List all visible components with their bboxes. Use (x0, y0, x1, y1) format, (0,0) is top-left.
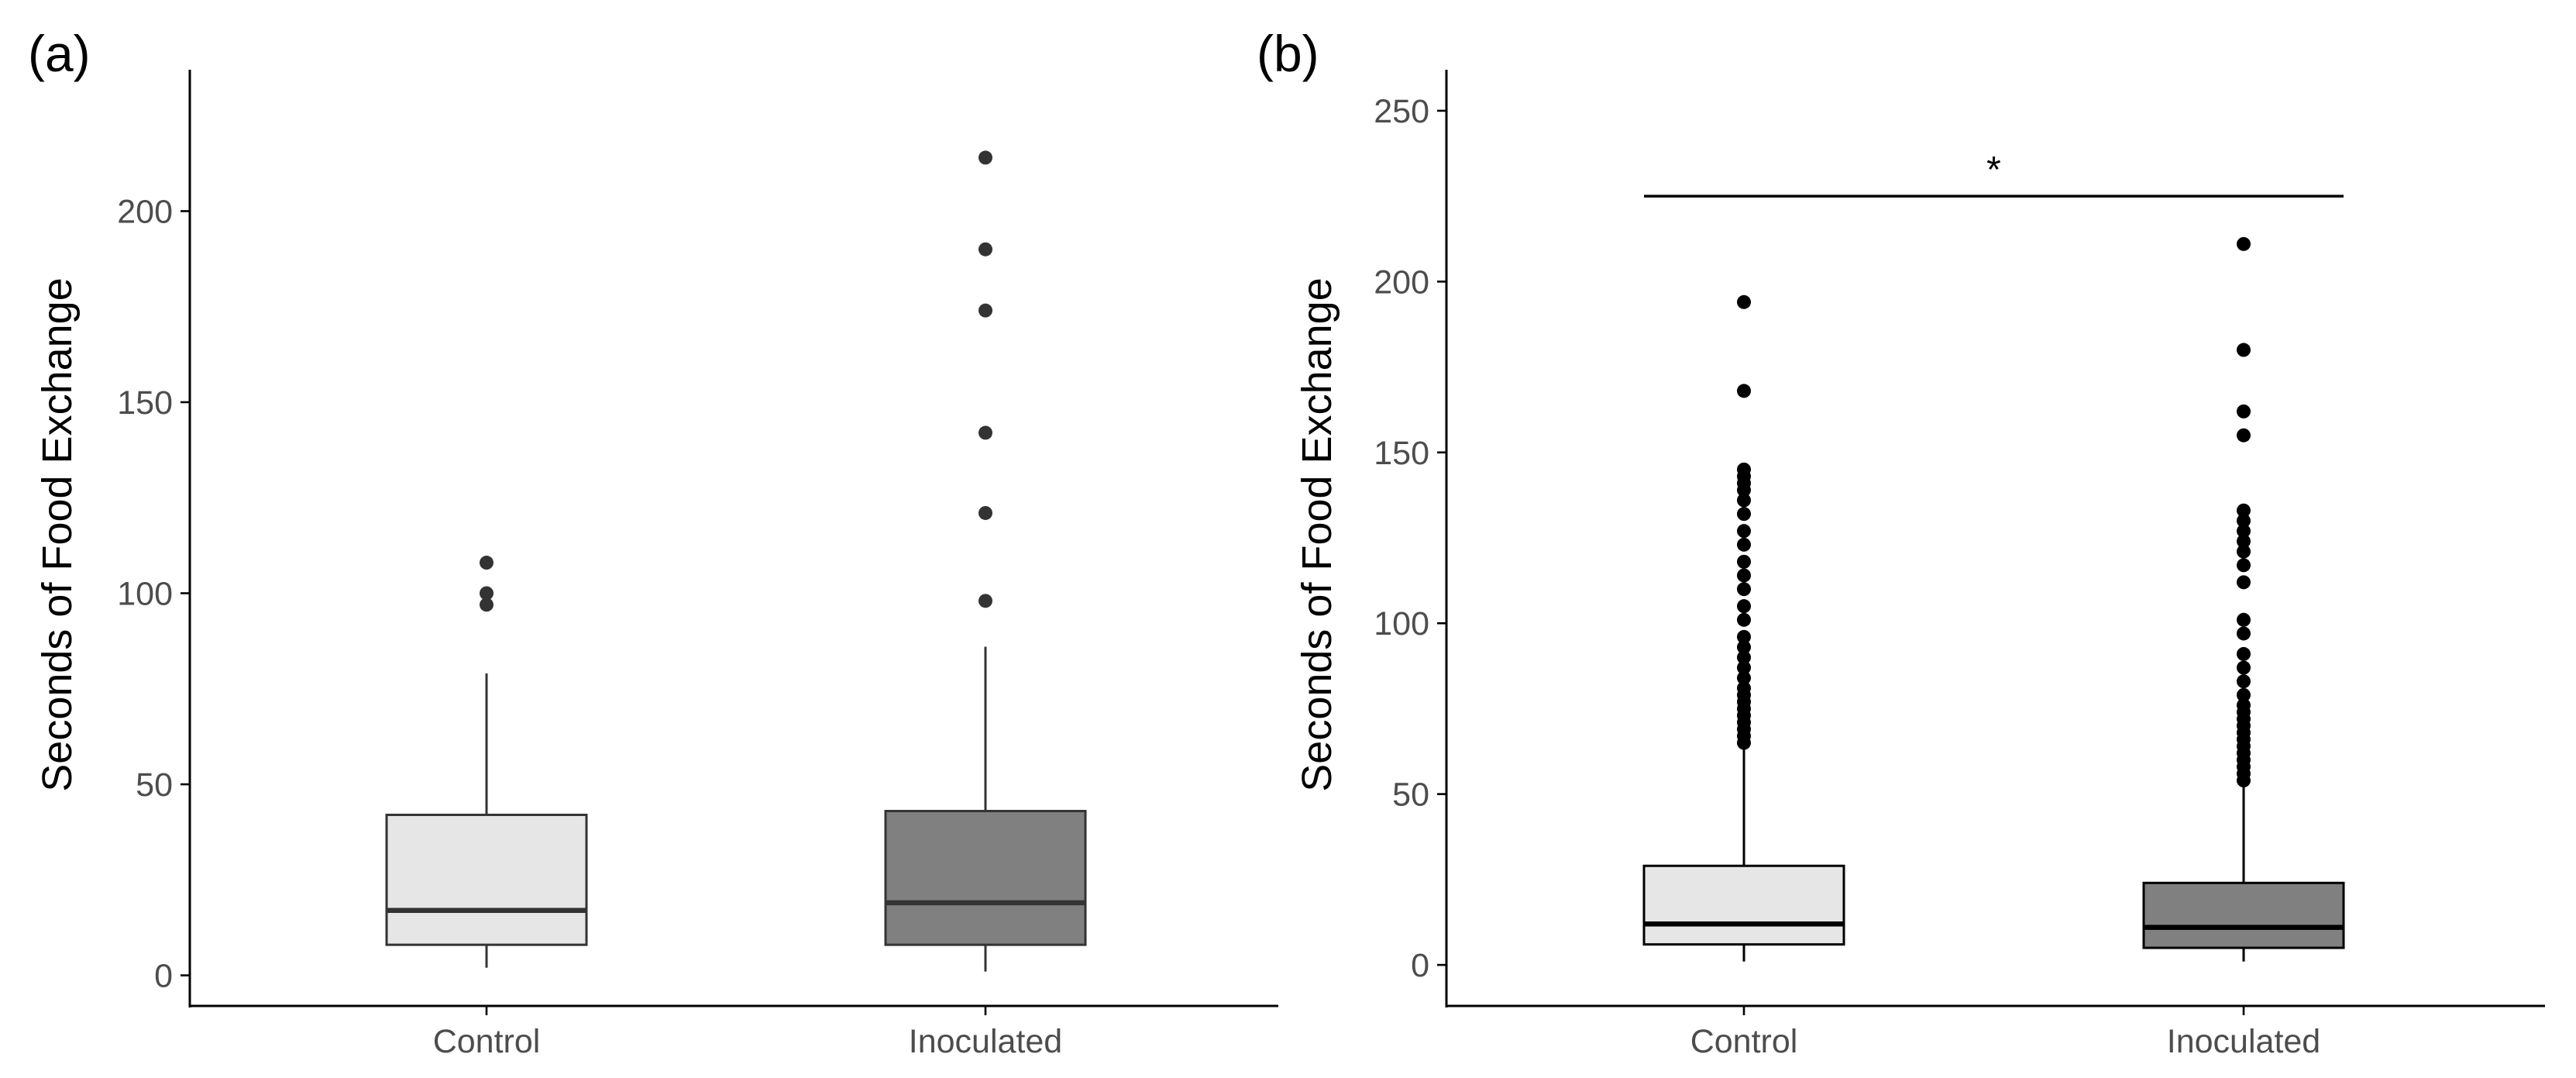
panel-b-outlier-point-control-8 (1737, 680, 1751, 695)
panel-b-outlier-point-inoculated-13 (2237, 674, 2251, 689)
panel-b-outlier-point-inoculated-12 (2237, 687, 2251, 702)
panel-b-outlier-point-control-27 (1737, 384, 1751, 398)
panel-b-outlier-point-inoculated-18 (2237, 575, 2251, 590)
panel-b-box-control (1642, 294, 1845, 962)
panel-b-y-tick-label-100: 100 (1374, 605, 1429, 642)
panel-b-outlier-point-inoculated-24 (2237, 503, 2251, 518)
panel-a-x-tick-label-inoculated: Inoculated (909, 1023, 1062, 1060)
panel-b-y-tick-label-0: 0 (1411, 947, 1429, 984)
panel-a-y-tick-label-150: 150 (117, 384, 173, 422)
panel-b-outlier-point-control-20 (1737, 524, 1751, 539)
panel-b-outlier-point-inoculated-14 (2237, 660, 2251, 675)
panel-b-iqr-box-inoculated (2142, 881, 2345, 949)
panel-b-x-ticks: Control Inoculated (1690, 1006, 2320, 1060)
panel-b-y-tick-label-250: 250 (1374, 93, 1429, 130)
panel-a-label: (a) (28, 25, 91, 82)
panel-a-outlier-point-control-1 (480, 586, 494, 601)
panel-b-outlier-point-inoculated-23 (2237, 513, 2251, 528)
panel-b-significance-marker: * (1986, 150, 2001, 191)
panel-b-y-tick-label-150: 150 (1374, 435, 1429, 472)
panel-b-outlier-point-control-19 (1737, 537, 1751, 552)
panel-b-outlier-point-control-9 (1737, 670, 1751, 685)
panel-b-outlier-point-control-17 (1737, 568, 1751, 583)
panel-b-y-ticks: 0 50 100 150 200 250 (1374, 93, 1446, 984)
panel-a-x-ticks: Control Inoculated (433, 1006, 1062, 1060)
panel-b-outlier-point-inoculated-17 (2237, 612, 2251, 627)
panel-b-outlier-point-inoculated-11 (2237, 698, 2251, 713)
panel-a-outlier-point-control-2 (480, 556, 494, 570)
panel-a-outlier-point-inoculated-0 (978, 594, 992, 608)
panel-a: (a) Seconds of Food Exchange 0 50 100 150 20… (28, 25, 1278, 1060)
panel-b-outlier-point-inoculated-26 (2237, 404, 2251, 418)
panel-a-outlier-point-inoculated-1 (978, 505, 992, 520)
panel-b-x-tick-label-inoculated: Inoculated (2167, 1023, 2320, 1060)
panel-a-y-tick-label-200: 200 (117, 193, 173, 230)
panel-b-x-tick-label-control: Control (1690, 1023, 1798, 1060)
panel-a-outlier-point-inoculated-2 (978, 425, 992, 440)
panel-b-outlier-point-control-22 (1737, 493, 1751, 508)
panel-b-outlier-point-inoculated-15 (2237, 646, 2251, 661)
panel-b-outlier-point-inoculated-28 (2237, 236, 2251, 251)
panel-b-outlier-point-control-14 (1737, 612, 1751, 627)
panel-b-outlier-point-inoculated-20 (2237, 544, 2251, 559)
panel-b-label: (b) (1257, 25, 1319, 82)
panel-a-iqr-box-inoculated (884, 810, 1087, 946)
panel-a-box-control (385, 556, 588, 968)
panel-b: (b) Seconds of Food Exchange 0 50 100 150 20… (1257, 25, 2545, 1060)
panel-b-y-tick-label-50: 50 (1392, 777, 1429, 814)
panel-a-outlier-point-inoculated-4 (978, 242, 992, 257)
panel-a-iqr-box-control (385, 813, 588, 946)
panel-b-outlier-point-inoculated-21 (2237, 534, 2251, 549)
panel-a-x-tick-label-control: Control (433, 1023, 541, 1060)
panel-b-outlier-point-inoculated-16 (2237, 626, 2251, 641)
panel-b-outlier-point-inoculated-25 (2237, 428, 2251, 443)
panel-a-outlier-point-inoculated-3 (978, 303, 992, 318)
panel-b-iqr-box-control (1642, 864, 1845, 946)
panel-b-y-tick-label-200: 200 (1374, 263, 1429, 301)
panel-a-y-tick-label-50: 50 (136, 766, 173, 804)
panel-b-outlier-point-control-28 (1737, 294, 1751, 309)
panel-b-outlier-point-control-10 (1737, 660, 1751, 675)
panel-b-outlier-point-control-16 (1737, 582, 1751, 597)
panel-b-outlier-point-inoculated-19 (2237, 558, 2251, 573)
panel-a-outlier-point-inoculated-5 (978, 150, 992, 165)
panel-a-y-tick-label-100: 100 (117, 575, 173, 612)
panel-b-outlier-point-inoculated-27 (2237, 343, 2251, 357)
panel-b-outlier-point-control-18 (1737, 554, 1751, 569)
panel-b-outlier-point-control-13 (1737, 629, 1751, 644)
panel-b-outlier-point-inoculated-22 (2237, 524, 2251, 539)
panel-b-outlier-point-control-15 (1737, 599, 1751, 614)
panel-b-outlier-point-control-26 (1737, 462, 1751, 477)
panel-a-y-ticks: 0 50 100 150 200 (117, 193, 190, 995)
panel-a-boxplots (385, 150, 1087, 972)
panel-b-outlier-point-control-12 (1737, 640, 1751, 655)
panel-b-y-axis-label: Seconds of Food Exchange (1294, 277, 1340, 791)
panel-b-boxplots (1642, 236, 2345, 962)
panel-a-box-inoculated (884, 150, 1087, 972)
panel-a-y-axis-label: Seconds of Food Exchange (34, 277, 81, 791)
panel-b-box-inoculated (2142, 236, 2345, 962)
panel-b-outlier-point-control-21 (1737, 507, 1751, 522)
panel-b-outlier-point-control-11 (1737, 650, 1751, 665)
panel-a-y-tick-label-0: 0 (154, 958, 173, 995)
panel-a-outlier-point-control-0 (480, 598, 494, 612)
